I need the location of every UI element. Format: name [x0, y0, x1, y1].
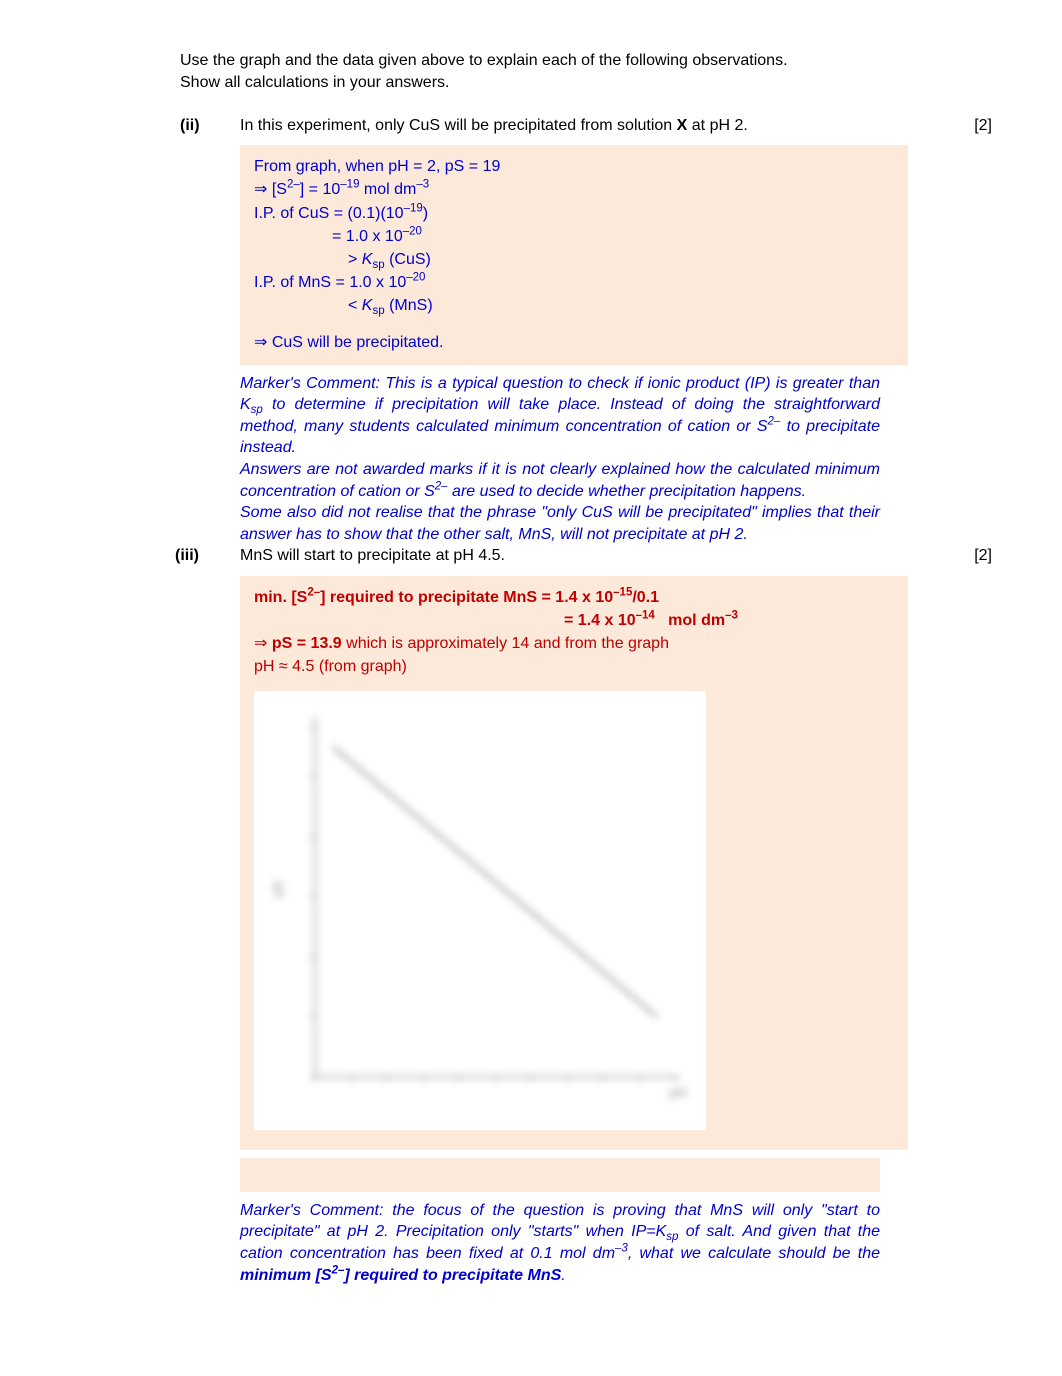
txt: (CuS) — [385, 251, 431, 268]
sup: –15 — [613, 586, 632, 598]
sup: –14 — [636, 610, 655, 622]
part-iii-text: MnS will start to precipitate at pH 4.5. — [240, 545, 952, 567]
x-label: pH — [670, 1085, 687, 1100]
part-ii-text: In this experiment, only CuS will be pre… — [240, 115, 952, 137]
answer-iii-l4: pH ≈ 4.5 (from graph) — [254, 655, 894, 678]
intro-line2: Show all calculations in your answers. — [180, 72, 992, 94]
part-iii-marks: [2] — [952, 545, 992, 567]
part-iii-row: (iii) MnS will start to precipitate at p… — [240, 545, 992, 567]
answer-iii-l2: = 1.4 x 10–14 mol dm–3 — [254, 609, 894, 632]
k-italic: K — [362, 251, 373, 268]
txt: ] required to precipitate MnS — [344, 1267, 561, 1284]
txt: mol dm — [359, 181, 416, 198]
bold: minimum [S2–] required to precipitate Mn… — [240, 1267, 561, 1284]
answer-ii-l6: I.P. of MnS = 1.0 x 10–20 — [254, 271, 894, 294]
txt: which is approximately 14 and from the g… — [342, 635, 669, 652]
answer-iii-box: min. [S2–] required to precipitate MnS =… — [240, 576, 908, 1150]
answer-ii-l2: ⇒ [S2–] = 10–19 mol dm–3 — [254, 178, 894, 201]
sub: sp — [372, 259, 384, 271]
txt: mol dm — [655, 612, 725, 629]
txt: , what we calculate should be the — [628, 1245, 880, 1262]
sup: 2– — [307, 586, 320, 598]
txt: < — [348, 297, 362, 314]
txt: ] required to precipitate MnS = 1.4 x 10 — [320, 589, 613, 606]
sup: 2– — [435, 480, 448, 492]
txt: I.P. of CuS = (0.1)(10 — [254, 205, 404, 222]
intro-text: Use the graph and the data given above t… — [180, 50, 992, 95]
intro-line1: Use the graph and the data given above t… — [180, 50, 992, 72]
answer-ii-box: From graph, when pH = 2, pS = 19 ⇒ [S2–]… — [240, 145, 908, 365]
ps-ph-graph: pS pH — [260, 697, 700, 1117]
txt: > — [348, 251, 362, 268]
sup: 2– — [287, 179, 300, 191]
txt: = 1.4 x 10–14 mol dm–3 — [564, 612, 738, 629]
txt: min. [S2–] required to precipitate MnS =… — [254, 589, 659, 606]
sup: –19 — [404, 202, 423, 214]
txt: ) — [423, 205, 428, 222]
bold: pS = 13.9 — [272, 635, 342, 652]
part-ii-text-before: In this experiment, only CuS will be pre… — [240, 117, 677, 134]
answer-iii-l3: ⇒ pS = 13.9 which is approximately 14 an… — [254, 632, 894, 655]
answer-ii-conclusion: ⇒ CuS will be precipitated. — [254, 331, 894, 354]
part-ii-bold: X — [677, 117, 688, 134]
txt: = 1.4 x 10 — [564, 612, 636, 629]
txt: are used to decide whether precipitation… — [448, 483, 806, 500]
page: Use the graph and the data given above t… — [0, 0, 1062, 1336]
sub: sp — [372, 305, 384, 317]
marker-iii-comment: Marker's Comment: the focus of the quest… — [240, 1200, 880, 1286]
answer-ii-l3: I.P. of CuS = (0.1)(10–19) — [254, 202, 894, 225]
k-italic: K — [362, 297, 373, 314]
part-iii-label: (iii) — [175, 545, 240, 567]
sup: –3 — [615, 1243, 628, 1255]
y-label: pS — [270, 880, 285, 896]
sup: –3 — [725, 610, 738, 622]
answer-ii-l1: From graph, when pH = 2, pS = 19 — [254, 155, 894, 178]
sup: 2– — [768, 416, 781, 428]
graph-bg — [260, 697, 700, 1117]
txt: min. [S — [254, 589, 307, 606]
part-ii-row: (ii) In this experiment, only CuS will b… — [180, 115, 992, 137]
txt: ⇒ [S — [254, 181, 287, 198]
txt: . — [561, 1267, 565, 1284]
answer-ii-l4: = 1.0 x 10–20 — [254, 225, 894, 248]
txt: I.P. of MnS = 1.0 x 10 — [254, 274, 406, 291]
sup: –20 — [403, 225, 422, 237]
sup: 2– — [332, 1264, 345, 1276]
sup: –3 — [416, 179, 429, 191]
part-ii-label: (ii) — [180, 115, 240, 137]
spacer-block — [240, 1158, 880, 1192]
graph-container: pS pH — [254, 691, 706, 1130]
txt: (MnS) — [385, 297, 433, 314]
sub: sp — [666, 1232, 678, 1244]
part-ii-marks: [2] — [952, 115, 992, 137]
arrow: ⇒ — [254, 635, 272, 652]
txt: ] = 10 — [300, 181, 340, 198]
spacer — [254, 317, 894, 331]
txt: = 1.0 x 10 — [332, 228, 403, 245]
marker-ii-comment: Marker's Comment: This is a typical ques… — [240, 373, 880, 546]
txt: Some also did not realise that the phras… — [240, 504, 880, 543]
answer-ii-l5: > Ksp (CuS) — [254, 248, 894, 271]
txt: minimum [S — [240, 1267, 332, 1284]
answer-iii-l1: min. [S2–] required to precipitate MnS =… — [254, 586, 894, 609]
sup: –19 — [340, 179, 359, 191]
sup: –20 — [406, 272, 425, 284]
part-ii-text-after: at pH 2. — [687, 117, 747, 134]
sub: sp — [251, 404, 263, 416]
txt: /0.1 — [632, 589, 659, 606]
answer-ii-l7: < Ksp (MnS) — [254, 294, 894, 317]
